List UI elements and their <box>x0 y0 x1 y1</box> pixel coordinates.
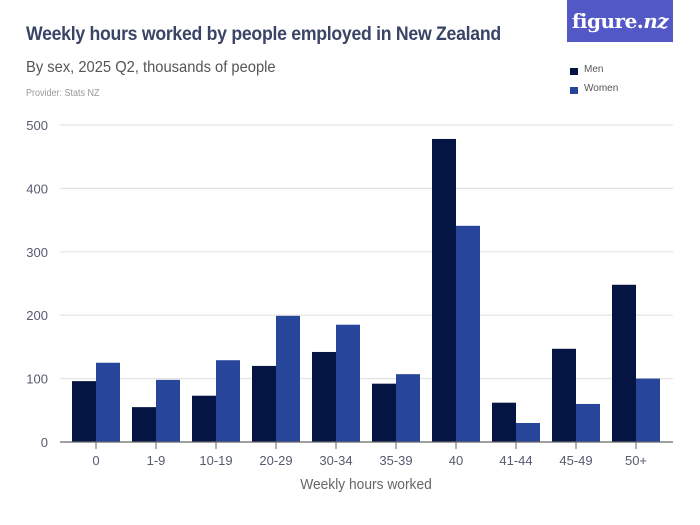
bar-men[interactable] <box>372 383 396 442</box>
bar-women[interactable] <box>216 360 240 442</box>
y-tick-label: 500 <box>26 118 48 133</box>
legend: Men Women <box>570 60 618 98</box>
bar-women[interactable] <box>516 422 540 442</box>
x-tick-label: 35-39 <box>379 453 412 468</box>
y-tick-label: 0 <box>41 435 48 450</box>
x-tick-label: 1-9 <box>147 453 166 468</box>
bar-men[interactable] <box>492 402 516 442</box>
bar-women[interactable] <box>276 315 300 442</box>
bar-women[interactable] <box>576 403 600 442</box>
legend-item-men: Men <box>570 60 618 79</box>
figure-nz-logo[interactable]: figure. nz <box>567 0 673 42</box>
bar-women[interactable] <box>96 362 120 442</box>
x-tick-label: 50+ <box>625 453 647 468</box>
bars <box>72 138 660 442</box>
logo-accent: nz <box>643 9 669 33</box>
x-tick-label: 20-29 <box>259 453 292 468</box>
x-tick-label: 41-44 <box>499 453 532 468</box>
bar-men[interactable] <box>612 284 636 442</box>
logo-text: figure. <box>571 9 644 33</box>
bar-women[interactable] <box>456 225 480 442</box>
legend-item-women: Women <box>570 79 618 98</box>
x-tick-label: 0 <box>92 453 99 468</box>
bar-men[interactable] <box>72 381 96 442</box>
legend-swatch-men <box>570 67 578 75</box>
x-tick-label: 40 <box>449 453 463 468</box>
bar-women[interactable] <box>396 374 420 442</box>
bar-women[interactable] <box>156 379 180 442</box>
bar-men[interactable] <box>192 395 216 442</box>
provider-label: Provider: Stats NZ <box>26 88 100 99</box>
bar-men[interactable] <box>432 138 456 442</box>
legend-label: Men <box>584 64 604 75</box>
legend-swatch-women <box>570 86 578 94</box>
bar-women[interactable] <box>636 378 660 442</box>
y-tick-label: 200 <box>26 308 48 323</box>
x-axis: 0 1-9 10-19 20-29 30-34 35-39 40 41-44 45-49 50+ <box>60 441 673 468</box>
bar-men[interactable] <box>312 351 336 442</box>
y-tick-label: 400 <box>26 181 48 196</box>
x-tick-label: 30-34 <box>319 453 352 468</box>
bar-men[interactable] <box>552 348 576 442</box>
bar-men[interactable] <box>132 407 156 442</box>
x-tick-label: 10-19 <box>199 453 232 468</box>
legend-label: Women <box>584 83 619 94</box>
x-axis-label: Weekly hours worked <box>300 477 432 494</box>
chart-subtitle: By sex, 2025 Q2, thousands of people <box>26 59 276 76</box>
y-tick-label: 300 <box>26 245 48 260</box>
bar-women[interactable] <box>336 324 360 442</box>
x-tick-label: 45-49 <box>559 453 592 468</box>
gridlines: 0 100 200 300 400 500 <box>26 118 673 450</box>
bar-men[interactable] <box>252 365 276 442</box>
y-tick-label: 100 <box>26 372 48 387</box>
chart-title: Weekly hours worked by people employed i… <box>26 24 501 45</box>
